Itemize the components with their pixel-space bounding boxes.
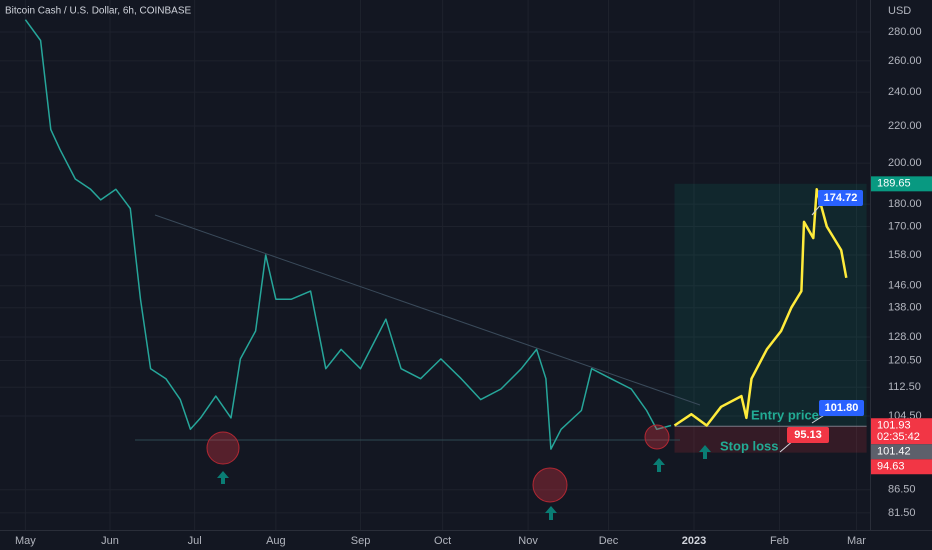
- price-tag-label: 95.13: [794, 429, 822, 441]
- price-label: 101.93: [877, 420, 911, 432]
- y-tick-label: 240.00: [888, 86, 922, 98]
- y-tick-label: 112.50: [888, 381, 921, 393]
- x-tick-label: Mar: [847, 535, 866, 547]
- currency-label: USD: [888, 5, 911, 17]
- x-tick-label: Dec: [599, 535, 619, 547]
- price-tag: [819, 400, 864, 416]
- price-tag-label: 101.80: [825, 402, 859, 414]
- x-tick-label: Feb: [770, 535, 789, 547]
- trend-line: [154, 214, 701, 406]
- y-tick-label: 220.00: [888, 120, 922, 132]
- y-tick-label: 170.00: [888, 220, 922, 232]
- price-label: 101.42: [877, 446, 911, 458]
- arrow-up: [217, 471, 229, 484]
- target-zone: [674, 183, 867, 427]
- x-tick-label: Oct: [434, 535, 451, 547]
- x-tick-label: Jun: [101, 535, 119, 547]
- y-tick-label: 280.00: [888, 26, 922, 38]
- x-tick-label: 2023: [682, 535, 706, 547]
- y-tick-label: 81.50: [888, 507, 916, 519]
- y-tick-label: 138.00: [888, 302, 922, 314]
- y-tick-label: 260.00: [888, 55, 922, 67]
- low-marker: [206, 431, 240, 465]
- y-tick-label: 158.00: [888, 249, 922, 261]
- y-tick-label: 146.00: [888, 280, 922, 292]
- price-line: [24, 19, 672, 450]
- y-tick-label: 120.50: [888, 354, 922, 366]
- countdown: 02:35:42: [877, 431, 920, 443]
- chart-title: Bitcoin Cash / U.S. Dollar, 6h, COINBASE: [5, 6, 192, 17]
- x-tick-label: Nov: [518, 535, 538, 547]
- y-tick-label: 128.00: [888, 331, 922, 343]
- price-label: 94.63: [877, 461, 905, 473]
- stop-text: Stop loss: [720, 438, 779, 453]
- low-marker: [644, 424, 670, 450]
- price-label-bg: [871, 418, 932, 445]
- price-label-bg: [871, 176, 932, 192]
- price-label-bg: [871, 444, 932, 460]
- x-tick-label: May: [15, 535, 36, 547]
- price-tag: [787, 427, 829, 443]
- price-label-bg: [871, 459, 932, 475]
- price-tag-label: 174.72: [824, 192, 858, 204]
- x-tick-label: Jul: [188, 535, 202, 547]
- x-tick-label: Sep: [351, 535, 371, 547]
- y-tick-label: 180.00: [888, 198, 922, 210]
- price-tag: [818, 190, 863, 206]
- arrow-up: [699, 445, 711, 459]
- y-tick-label: 200.00: [888, 157, 922, 169]
- arrow-up: [545, 506, 557, 520]
- entry-text: Entry price: [751, 407, 819, 422]
- arrow-up: [653, 458, 665, 472]
- y-tick-label: 86.50: [888, 484, 916, 496]
- price-label: 189.65: [877, 178, 911, 190]
- low-marker: [532, 467, 568, 503]
- x-tick-label: Aug: [266, 535, 286, 547]
